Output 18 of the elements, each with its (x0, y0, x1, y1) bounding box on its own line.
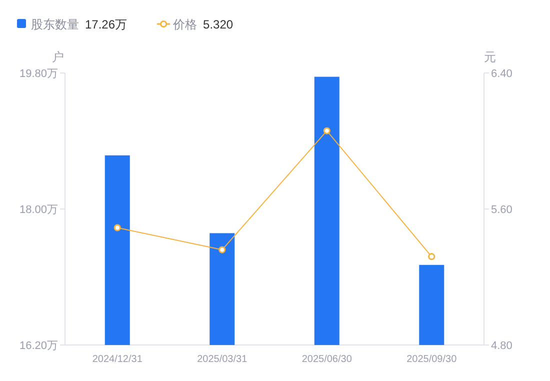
x-tick-label: 2025/06/30 (302, 354, 352, 365)
point (323, 127, 330, 134)
y2-tick-label: 4.80 (491, 340, 512, 352)
x-tick-label: 2025/03/31 (197, 354, 248, 365)
x-tick-label: 2024/12/31 (92, 354, 143, 365)
y-axis-title: 户 (52, 50, 64, 64)
point (428, 253, 436, 260)
y-tick-label: 18.00万 (19, 204, 58, 216)
x-tick-label: 2025/09/30 (406, 354, 458, 365)
point (218, 246, 226, 254)
legend-label: 股东数量 (31, 18, 79, 32)
y2-axis-title: 元 (484, 50, 496, 64)
legend-label: 价格 (172, 18, 198, 32)
y2-tick-label: 5.60 (491, 204, 512, 216)
y-tick-label: 19.80万 (19, 68, 58, 80)
y2-tick-label: 6.40 (491, 68, 512, 80)
point (114, 224, 121, 232)
y-tick-label: 16.20万 (19, 340, 58, 352)
